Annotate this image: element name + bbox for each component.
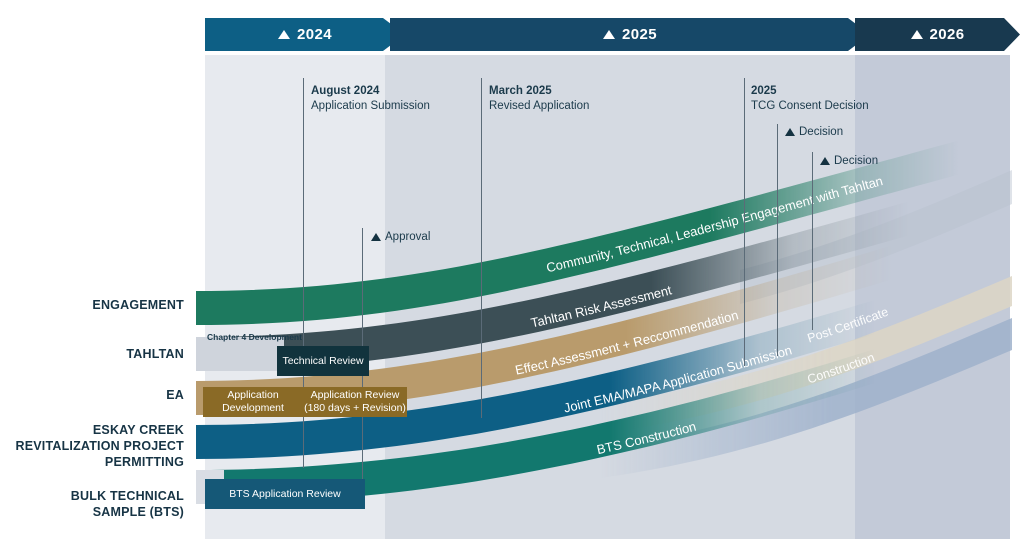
year-label: 2025 [622,26,657,43]
year-header-2024[interactable]: 2024 [205,18,405,51]
row-label-text: EA [166,388,184,402]
permitting-band [196,258,1012,459]
callout-tcg-consent: 2025 TCG Consent Decision [751,84,869,114]
row-label-line: BULK TECHNICAL [70,489,184,503]
callout-subtitle: TCG Consent Decision [751,100,869,112]
bar-label: BTS Application Review [229,487,341,500]
row-label-line: SAMPLE (BTS) [92,505,184,519]
triangle-up-icon [820,157,830,165]
triangle-up-icon [278,30,290,39]
bar-label-line: Application [227,389,279,401]
marker-line-mar-2025 [481,78,483,418]
row-label-line: ESKAY CREEK [92,423,184,437]
triangle-up-icon [371,233,381,241]
triangle-up-icon [911,30,923,39]
row-label-line: REVITALIZATION PROJECT [15,439,184,453]
tahltan-stub [196,337,284,371]
bar-label-line: Application Review [310,389,400,401]
callout-subtitle: Revised Application [489,100,590,112]
triangle-up-icon [785,128,795,136]
row-label-line: PERMITTING [104,455,184,469]
bar-label-line: (180 days + Revision) [304,402,406,414]
year-header-2025[interactable]: 2025 [390,18,870,51]
marker-approval: Approval [371,231,430,243]
post-certificate-band [600,276,1012,434]
year-header-2026[interactable]: 2026 [855,18,1020,51]
callout-title: August 2024 [311,85,380,97]
row-label-ea: EA [0,387,184,403]
bar-label-line: Development [222,402,284,414]
marker-label: Approval [385,231,431,243]
callout-august-2024: August 2024 Application Submission [311,84,430,114]
row-label-text: TAHLTAN [126,347,184,361]
marker-decision-1: Decision [785,126,843,138]
engagement-band [196,126,1012,325]
marker-line-decision-1 [777,124,779,356]
chapter-4-development-label: Chapter 4 Development [207,332,302,342]
callout-march-2025: March 2025 Revised Application [489,84,589,114]
row-label-tahltan: TAHLTAN [0,346,184,362]
year-label: 2024 [297,26,332,43]
application-development-bar[interactable]: Application Development [203,387,303,417]
marker-label: Decision [834,155,879,167]
year-label: 2026 [929,26,965,43]
marker-line-tcg [744,78,746,366]
callout-subtitle: Application Submission [311,100,430,112]
row-label-text: ENGAGEMENT [92,298,184,312]
callout-title: 2025 [751,85,777,97]
triangle-up-icon [603,30,615,39]
marker-line-decision-2 [812,152,814,330]
faded-destination-bands [600,276,1012,478]
construction-band [600,318,1012,478]
technical-review-bar[interactable]: Technical Review [277,346,369,376]
bar-label: Technical Review [282,354,364,367]
marker-line-aug-2024 [303,78,305,468]
row-label-engagement: ENGAGEMENT [0,297,184,313]
bts-application-review-bar[interactable]: BTS Application Review [205,479,365,509]
application-review-bar[interactable]: Application Review (180 days + Revision) [303,387,407,417]
marker-decision-2: Decision [820,155,878,167]
row-label-permitting: ESKAY CREEK REVITALIZATION PROJECT PERMI… [0,422,184,470]
callout-title: March 2025 [489,85,552,97]
marker-label: Decision [799,126,844,138]
row-label-bts: BULK TECHNICAL SAMPLE (BTS) [0,488,184,520]
